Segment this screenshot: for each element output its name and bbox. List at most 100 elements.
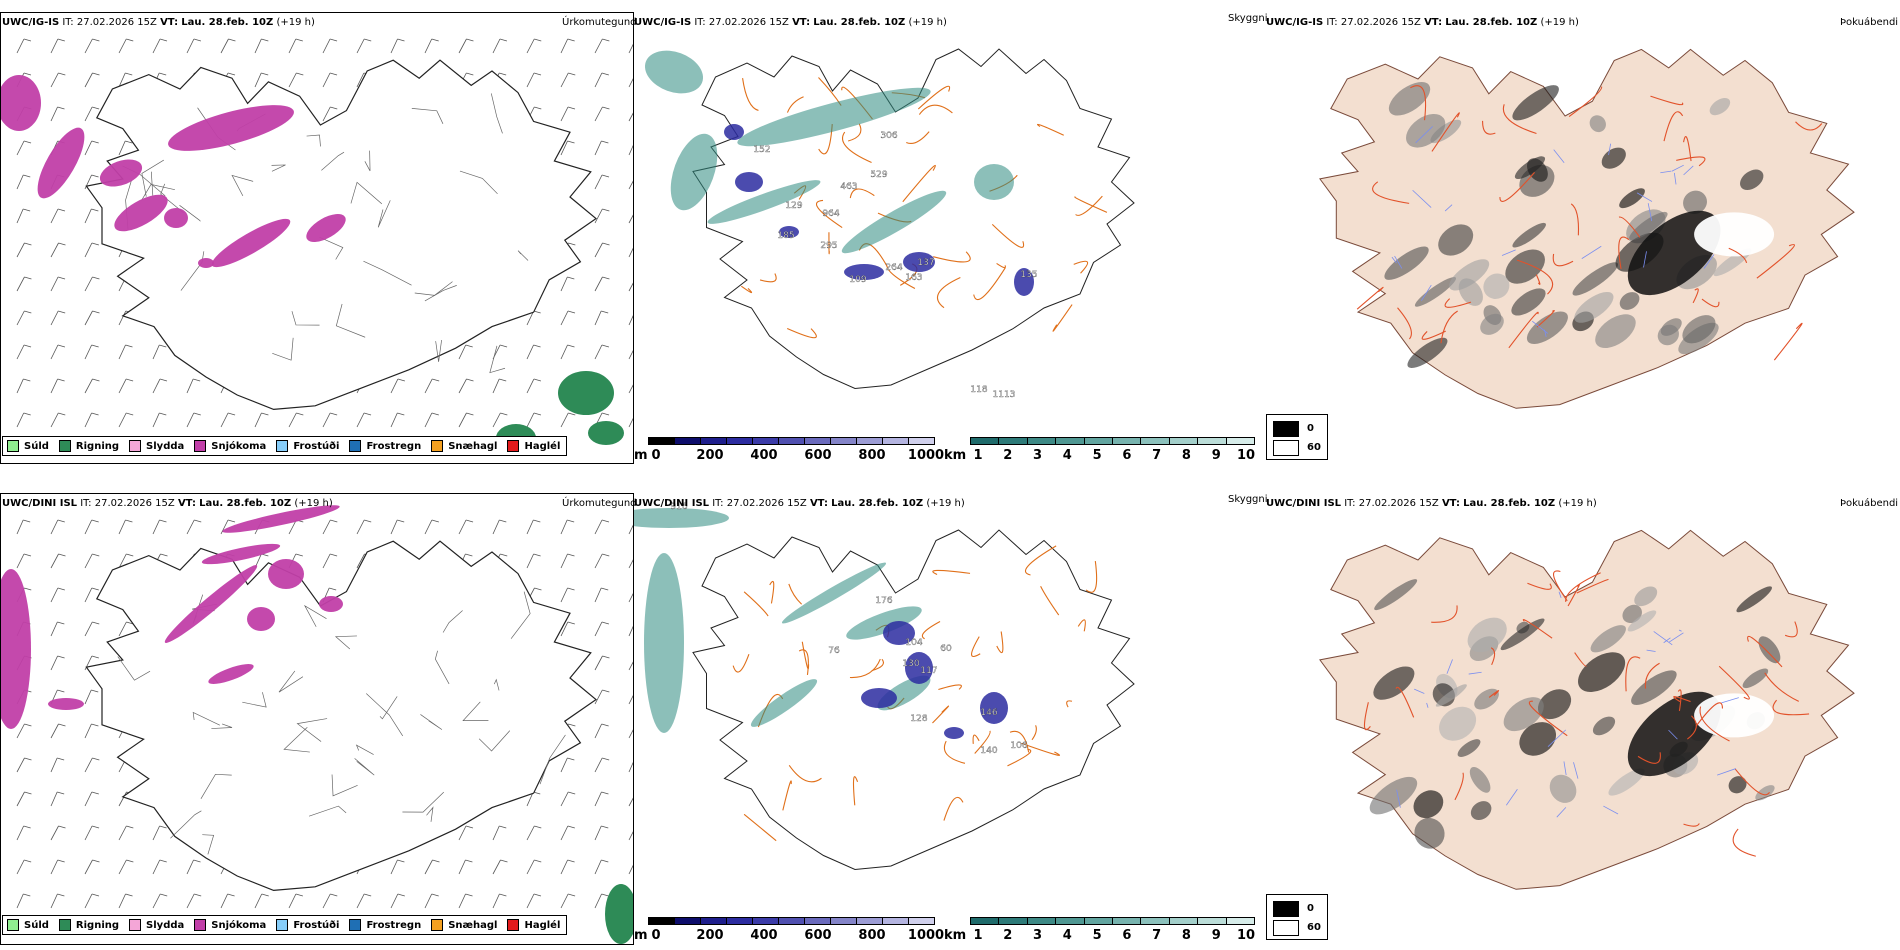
panel-title-precip-row2: UWC/DINI ISL IT: 27.02.2026 15Z VT: Lau.… (2, 498, 333, 509)
colorbar-tick-label: 1000 (907, 448, 945, 463)
legend-swatch (431, 440, 444, 452)
visibility-panel-row2: 916 176 76 104 130 60 117 128 146 140 106 (634, 493, 1264, 945)
colorbar-segment (998, 437, 1028, 445)
legend-swatch (507, 440, 520, 452)
visibility-value-label: 109 (849, 275, 866, 285)
colorbar-tick-label: 200 (696, 928, 724, 943)
colorbar-tick-label: 4 (1062, 448, 1072, 463)
snow-area (164, 565, 258, 643)
colorbar-segment (752, 917, 779, 925)
colorbar-segment (856, 917, 883, 925)
reduced-visibility-m (903, 252, 935, 272)
colorbar-tick-label: 800 (858, 448, 886, 463)
snow-area (99, 159, 143, 187)
visibility-value-label: 106 (1010, 741, 1027, 751)
reduced-visibility-km (707, 180, 821, 224)
snow-area (198, 258, 214, 268)
colorbar-segment (804, 917, 831, 925)
colorbar-segment (1225, 917, 1255, 925)
legend-item: Súld (7, 919, 49, 931)
colorbar-segment (700, 917, 727, 925)
fog-legend-black-swatch (1273, 901, 1299, 917)
colorbar-unit: m (634, 928, 648, 943)
visibility-value-label: 295 (820, 241, 837, 251)
visibility-value-label: 118 (970, 385, 987, 395)
visibility-value-label: 130 (902, 659, 919, 669)
colorbar-tick-label: 5 (1092, 448, 1102, 463)
river-network (1396, 591, 1739, 818)
glacier-area (1694, 212, 1775, 257)
colorbar-tick-label: 4 (1062, 928, 1072, 943)
visibility-value-label: 137 (917, 258, 934, 268)
reduced-visibility-m (861, 688, 897, 708)
reduced-visibility-m (735, 172, 763, 192)
reduced-visibility-m (844, 264, 884, 280)
colorbar-segment (648, 437, 675, 445)
legend-swatch (349, 440, 362, 452)
visibility-map-row2: 916 176 76 104 130 60 117 128 146 140 106 (634, 502, 1135, 871)
snow-area (168, 105, 294, 151)
visibility-value-label: 128 (910, 714, 927, 724)
colorbar-tick-label: 600 (804, 448, 832, 463)
colorbar-tick-label: 1 (973, 448, 983, 463)
colorbar-tick-label: 7 (1152, 928, 1162, 943)
iceland-coastline (85, 540, 597, 892)
legend-swatch (58, 440, 71, 452)
colorbar-tick-label: 600 (804, 928, 832, 943)
visibility-value-label: 129 (785, 201, 802, 211)
colorbar-segment (778, 917, 805, 925)
colorbar-unit: km (944, 448, 967, 463)
fog-panel-row1 (1264, 12, 1900, 464)
reduced-visibility-m (724, 124, 744, 140)
colorbar-tick-label: 800 (858, 928, 886, 943)
colorbar-segment (1140, 437, 1170, 445)
visibility-map-row1: 306 152 463 529 129 964 185 295 109 264 137 163 135 1… (644, 48, 1135, 400)
reduced-visibility-m (1014, 268, 1034, 296)
legend-swatch (194, 440, 207, 452)
panel-type-label: Úrkomutegund (562, 17, 637, 28)
colorbar-tick-label: 10 (1236, 928, 1256, 943)
colorbar-segment (1197, 437, 1227, 445)
snow-area (247, 607, 275, 631)
colorbar-segment (970, 917, 1000, 925)
iceland-coastline (692, 529, 1135, 871)
panel-type-label: Þokuábendi (1840, 498, 1899, 509)
fog-legend-white-swatch (1273, 920, 1299, 936)
legend-swatch (276, 919, 289, 931)
legend-item: Rigning (58, 440, 119, 452)
rain-area (558, 371, 614, 415)
legend-swatch (129, 919, 142, 931)
colorbar-segment (674, 437, 701, 445)
reduced-visibility-km (846, 606, 922, 640)
colorbar-segment (1168, 917, 1199, 925)
visibility-value-label: 104 (905, 638, 922, 648)
colorbar-tick-label: 8 (1181, 448, 1191, 463)
iceland-coastline (85, 59, 597, 411)
snow-area (201, 543, 281, 565)
reduced-visibility-km (841, 190, 947, 254)
fog-map-row2 (1319, 529, 1855, 890)
fog-legend-row2: 0 60 (1266, 894, 1328, 940)
colorbar-segment (1055, 917, 1085, 925)
colorbar-tick-label: 3 (1033, 928, 1043, 943)
colorbar-segment (1083, 437, 1113, 445)
colorbar-segment (1026, 437, 1057, 445)
colorbar-tick-label: 8 (1181, 928, 1191, 943)
fog-map-row1 (1319, 48, 1855, 409)
visibility-value-label: 117 (920, 666, 937, 676)
snow-area (164, 208, 188, 228)
fog-legend-black-swatch (1273, 421, 1299, 437)
precip-type-panel-row1 (0, 12, 634, 464)
colorbar-segment (1112, 437, 1142, 445)
panel-title-visibility-row2: UWC/DINI ISL IT: 27.02.2026 15Z VT: Lau.… (634, 498, 965, 509)
visibility-value-label: 140 (980, 746, 997, 756)
legend-item: Haglél (507, 919, 560, 931)
iceland-coastline (1319, 48, 1855, 409)
colorbar-segment (726, 917, 753, 925)
rain-area (588, 421, 624, 445)
colorbar-segment (648, 917, 675, 925)
legend-swatch (276, 440, 289, 452)
snow-area (268, 559, 304, 589)
reduced-visibility-km (974, 164, 1014, 200)
river-network (1391, 126, 1715, 337)
